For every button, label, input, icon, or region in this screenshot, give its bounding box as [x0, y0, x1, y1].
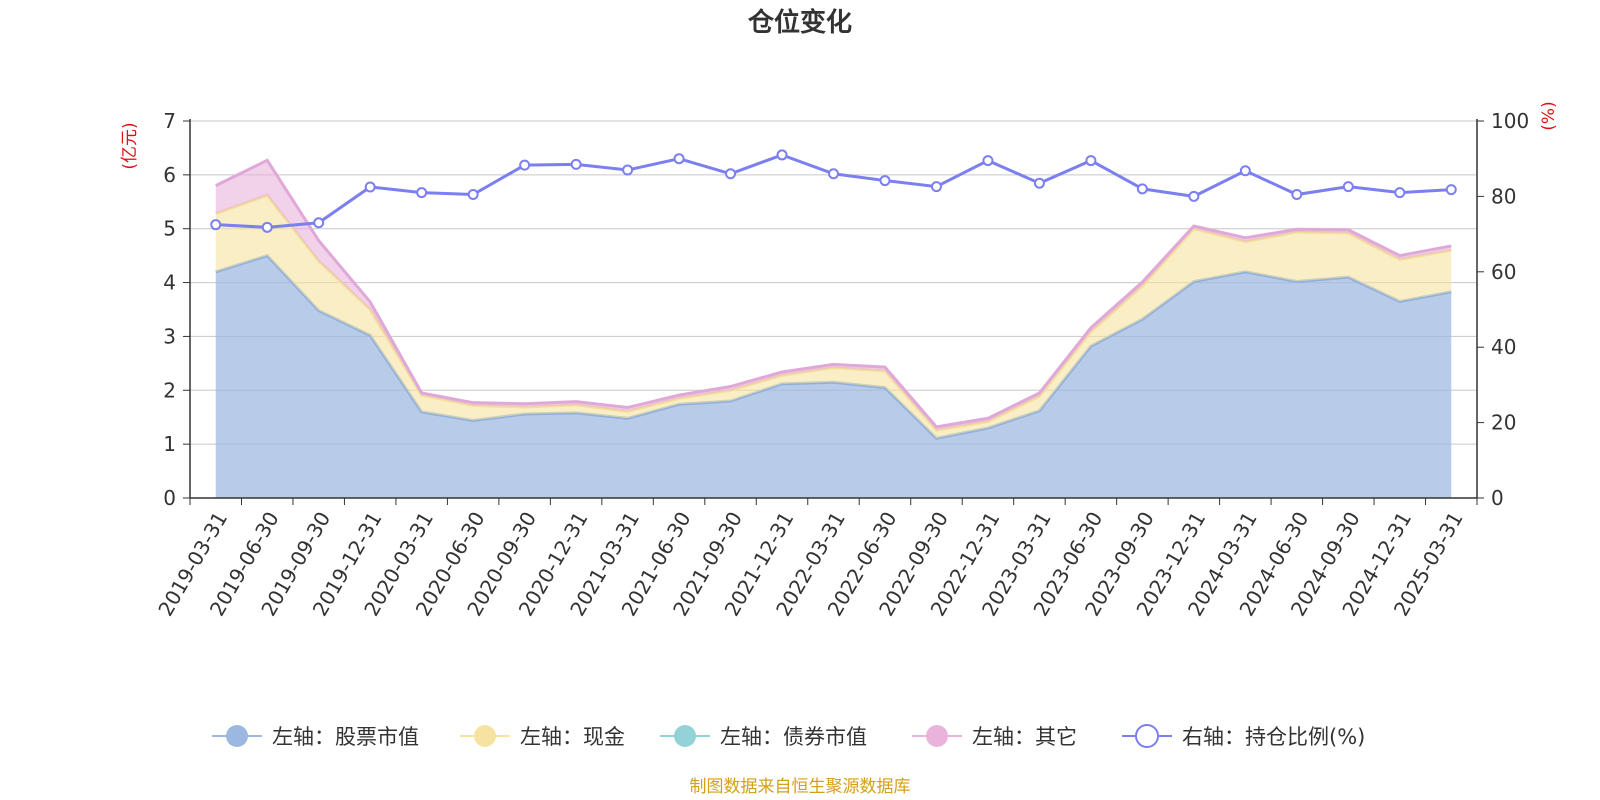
ratio-point: [519, 159, 531, 171]
ratio-point: [725, 168, 737, 180]
ratio-point: [416, 187, 428, 199]
ratio-line: [215, 153, 1452, 229]
stacked-areas: [215, 158, 1452, 498]
legend: 左轴：股票市值 左轴：现金 左轴：债券市值 左轴：其它 右轴：持仓比例(%): [212, 724, 1365, 749]
ratio-point: [1188, 190, 1200, 202]
legend-label-3: 左轴：其它: [972, 725, 1077, 749]
left-axis-unit: (亿元): [120, 122, 140, 169]
ratio-point: [467, 189, 479, 201]
legend-marker-0: [226, 725, 248, 747]
left-tick-label: 1: [163, 432, 176, 456]
legend-marker-1: [474, 725, 496, 747]
legend-label-1: 左轴：现金: [520, 725, 625, 749]
left-tick-label: 5: [163, 217, 176, 241]
right-tick-label: 0: [1491, 486, 1504, 510]
legend-marker-2: [674, 725, 696, 747]
ratio-point: [313, 217, 325, 229]
left-tick-label: 0: [163, 486, 176, 510]
right-axis-unit: (%): [1539, 101, 1559, 130]
left-tick-label: 6: [163, 163, 176, 187]
right-tick-label: 60: [1491, 260, 1516, 284]
ratio-point: [1136, 183, 1148, 195]
legend-marker-3: [926, 725, 948, 747]
legend-label-0: 左轴：股票市值: [272, 725, 419, 749]
legend-label-4: 右轴：持仓比例(%): [1182, 725, 1365, 749]
area-series-0: [215, 255, 1452, 498]
ratio-point: [879, 175, 891, 187]
holding-ratio-line: [210, 149, 1457, 233]
ratio-point: [776, 149, 788, 161]
ratio-point: [828, 168, 839, 180]
left-tick-label: 3: [163, 324, 176, 348]
right-tick-label: 20: [1491, 411, 1516, 435]
right-tick-label: 80: [1491, 184, 1516, 208]
ratio-point: [1445, 184, 1457, 196]
ratio-point: [1291, 189, 1303, 201]
ratio-point: [364, 181, 376, 193]
area-edge-3: [215, 158, 1452, 429]
ratio-point: [570, 158, 582, 170]
source-note: 制图数据来自恒生聚源数据库: [690, 777, 911, 797]
ratio-point: [210, 219, 222, 231]
ratio-point: [673, 153, 685, 165]
right-tick-label: 100: [1491, 109, 1529, 133]
chart-title: 仓位变化: [747, 7, 852, 38]
ratio-point: [1394, 187, 1406, 199]
ratio-point: [1033, 177, 1045, 189]
left-tick-label: 2: [163, 378, 176, 402]
legend-label-2: 左轴：债券市值: [720, 725, 867, 749]
ratio-point: [1342, 181, 1354, 193]
legend-marker-4: [1135, 724, 1159, 748]
ratio-point: [1085, 155, 1097, 167]
ratio-point: [622, 164, 634, 176]
left-tick-label: 4: [163, 271, 176, 295]
left-tick-label: 7: [163, 109, 176, 133]
ratio-point: [982, 155, 994, 167]
ratio-point: [1239, 165, 1251, 177]
right-tick-label: 40: [1491, 335, 1516, 359]
ratio-point: [930, 181, 942, 193]
ratio-point: [261, 221, 273, 233]
